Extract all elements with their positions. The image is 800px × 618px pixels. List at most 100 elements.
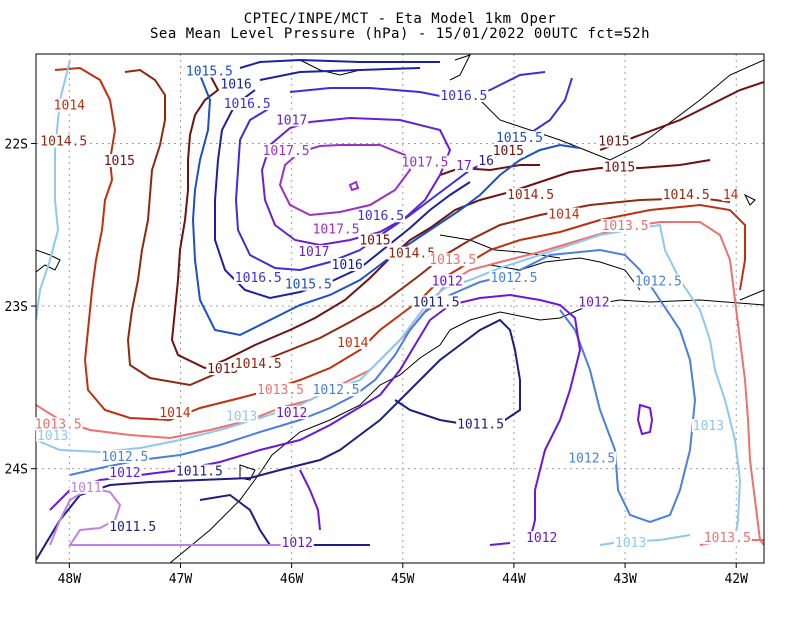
contour-label: 1011.5 <box>176 465 223 480</box>
contour-label-bg <box>174 464 224 478</box>
contour-label-bg <box>330 258 364 272</box>
contour-label-bg <box>36 428 70 442</box>
contour-label: 1016 <box>220 78 251 93</box>
isobar-1016-loop <box>214 89 471 300</box>
contour-label-bg <box>525 531 559 545</box>
contour-label: 1017 <box>276 113 307 128</box>
contour-label-bg <box>430 274 464 288</box>
isobar-1013 <box>36 223 742 541</box>
contour-label-bg <box>477 153 495 167</box>
chart-title-block: CPTEC/INPE/MCT - Eta Model 1km Oper Sea … <box>0 12 800 42</box>
contour-label: 1014.5 <box>663 188 710 203</box>
contour-label: 1013 <box>693 419 724 434</box>
contour-label-bg <box>39 134 89 148</box>
x-tick-label: 48W <box>58 572 82 587</box>
contour-label: 1016 <box>332 258 363 273</box>
isobar-1012-south-b <box>299 469 321 531</box>
contour-label: 1015 <box>359 234 390 249</box>
contour-label-bg <box>280 536 314 550</box>
isobar-1016-5-loop <box>234 77 573 272</box>
contour-label-bg <box>108 466 142 480</box>
contour-label-bg <box>52 98 86 112</box>
contour-label: 1012 <box>578 295 609 310</box>
isobar-1011 <box>49 486 290 546</box>
plot-frame <box>35 53 765 564</box>
coastline <box>36 54 764 563</box>
contour-label: 1015.5 <box>285 278 332 293</box>
contour-label-bg <box>547 207 581 221</box>
isobar-1012-ring <box>636 403 654 436</box>
contour-label: 1011.5 <box>109 520 156 535</box>
contour-label: 1014 <box>159 406 190 421</box>
contour-label-bg <box>489 271 539 285</box>
contour-labels: 1015.510161016.510171017.51016.510141014… <box>33 64 752 551</box>
isobar-contours <box>36 58 764 561</box>
contour-label-bg <box>602 160 637 174</box>
contour-label: 14 <box>723 188 739 203</box>
contour-label-bg <box>184 64 234 78</box>
contour-label: 1011.5 <box>457 417 504 432</box>
contour-label: 1012.5 <box>313 383 360 398</box>
contour-label: 1014 <box>54 99 85 114</box>
contour-label-bg <box>158 406 192 420</box>
contour-label: 1017.5 <box>263 144 310 159</box>
contour-label-bg <box>358 233 392 247</box>
contour-label: 1016.5 <box>235 271 282 286</box>
isobar-1015-north <box>439 164 540 176</box>
contour-label-bg <box>411 295 461 309</box>
contour-label: 1017.5 <box>313 222 360 237</box>
contour-label: 1012 <box>432 274 463 289</box>
contour-label-bg <box>721 188 740 202</box>
contour-label-bg <box>33 417 83 431</box>
contour-label: 1014.5 <box>388 247 435 262</box>
contour-label-bg <box>261 144 311 158</box>
contour-label: 1013 <box>615 536 646 551</box>
contour-label: 1016.5 <box>224 97 271 112</box>
isobar-1015-west <box>170 74 711 370</box>
contour-label-bg <box>702 531 752 545</box>
contour-label: 1015 <box>207 362 238 377</box>
contour-label: 1014 <box>337 336 368 351</box>
y-tick-label: 22S <box>5 137 28 152</box>
contour-label: 1016.5 <box>440 89 487 104</box>
contour-label: 1015.5 <box>496 131 543 146</box>
contour-label-bg <box>455 158 473 172</box>
contour-label-bg <box>108 519 158 533</box>
contour-label-bg <box>233 357 283 371</box>
contour-label-bg <box>577 295 611 309</box>
contour-label: 1015 <box>604 160 635 175</box>
contour-label-bg <box>691 419 726 433</box>
axis-ticks: 48W 47W 46W 45W 44W 43W 42W 22S 23S 24S <box>5 137 749 587</box>
contour-label: 1013.5 <box>602 219 649 234</box>
isobar-1015-5 <box>184 67 581 337</box>
contour-label-bg <box>283 277 333 291</box>
contour-label-bg <box>491 144 525 158</box>
contour-label: 1015 <box>598 134 629 149</box>
y-tick-label: 24S <box>5 463 28 478</box>
contour-label: 1014.5 <box>507 188 554 203</box>
contour-label: 1012.5 <box>490 271 537 286</box>
contour-label: 1012 <box>276 406 307 421</box>
contour-label: 1013 <box>37 429 68 444</box>
isobar-1011-5 <box>36 318 521 561</box>
contour-label-bg <box>597 134 631 148</box>
contour-label: 1012.5 <box>635 274 682 289</box>
contour-label-bg <box>233 271 283 285</box>
isobar-1014-west <box>54 66 746 422</box>
contour-label-bg <box>336 336 370 350</box>
contour-label: 1012 <box>109 466 140 481</box>
contour-label: 17 <box>456 159 472 174</box>
isobar-1014-5-west <box>124 68 731 387</box>
chart-subtitle: Sea Mean Level Pressure (hPa) - 15/01/20… <box>149 26 650 42</box>
isobar-1012-south-c <box>489 542 511 546</box>
x-tick-label: 45W <box>391 572 415 587</box>
contour-label-bg <box>661 188 711 202</box>
contour-label: 1012 <box>526 531 557 546</box>
contour-label: 1015.5 <box>186 65 233 80</box>
contour-label-bg <box>275 113 309 127</box>
contour-label-bg <box>297 245 331 259</box>
contour-label: 1013.5 <box>704 531 751 546</box>
contour-label: 1015 <box>104 154 135 169</box>
contour-label-bg <box>102 153 136 167</box>
contour-label: 1017 <box>298 245 329 260</box>
